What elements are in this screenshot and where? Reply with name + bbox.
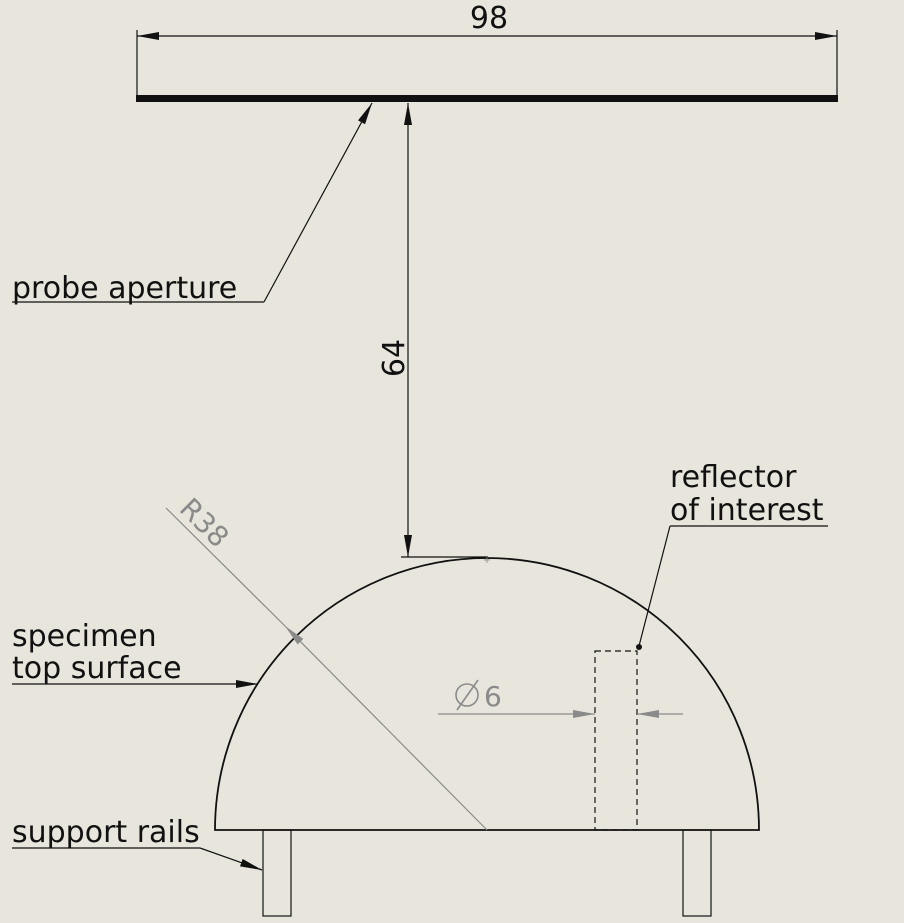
probe-aperture-label: probe aperture xyxy=(12,271,237,306)
reflector-label-line2: of interest xyxy=(670,493,824,528)
specimen: + xyxy=(214,555,760,831)
radius-dimension-value: R38 xyxy=(173,492,235,554)
reflector xyxy=(594,650,638,831)
specimen-center-mark: + xyxy=(483,555,491,566)
radius-leader-extension xyxy=(165,507,286,627)
probe-aperture-leader xyxy=(263,102,373,303)
probe-aperture-callout: probe aperture xyxy=(12,102,373,306)
reflector-hidden-outline xyxy=(594,650,638,831)
support-rails-callout: support rails xyxy=(12,815,263,871)
standoff-dimension-value: 64 xyxy=(377,339,412,377)
standoff-dimension: 64 xyxy=(377,103,488,558)
reflector-leader-dot xyxy=(636,644,642,650)
diameter-symbol-icon xyxy=(455,679,479,711)
specimen-label-line1: specimen xyxy=(12,619,157,654)
specimen-outline xyxy=(214,557,760,831)
width-dimension: 98 xyxy=(136,1,838,96)
probe-aperture-bar xyxy=(136,95,838,102)
diameter-dimension: 6 xyxy=(438,679,683,718)
diameter-dimension-value: 6 xyxy=(484,680,502,713)
reflector-label-line1: reflector xyxy=(670,460,797,495)
reflector-callout: reflector of interest xyxy=(636,460,828,650)
support-rails-leader xyxy=(199,847,263,871)
support-rail-left xyxy=(262,829,292,917)
radius-dimension: R38 xyxy=(165,492,488,831)
support-rail-right xyxy=(682,829,712,917)
reflector-leader xyxy=(638,525,671,647)
support-rails-label: support rails xyxy=(12,815,200,850)
width-dimension-value: 98 xyxy=(470,1,508,36)
support-rails xyxy=(262,829,712,917)
specimen-label-line2: top surface xyxy=(12,651,182,686)
specimen-callout: specimen top surface xyxy=(12,619,258,688)
radius-dimension-line xyxy=(284,625,488,831)
